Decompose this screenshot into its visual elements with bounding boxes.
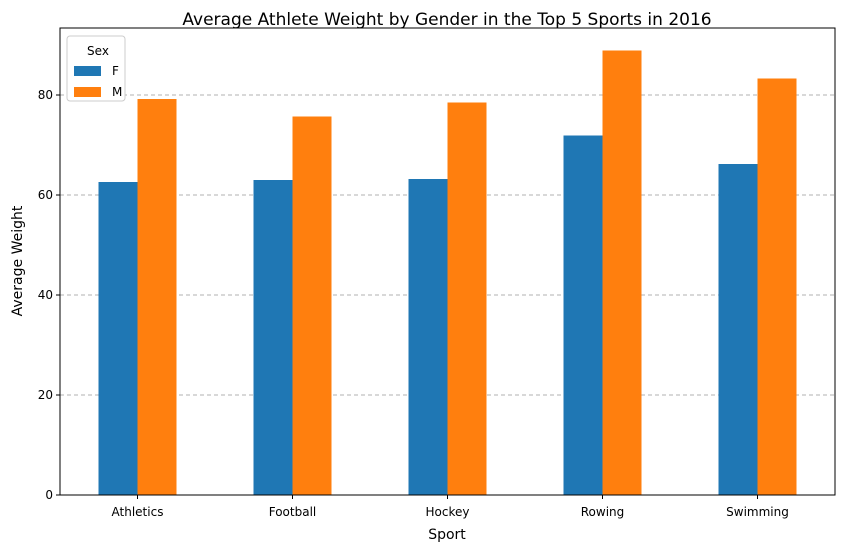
x-tick-label: Hockey — [426, 505, 470, 519]
legend-title: Sex — [87, 44, 109, 58]
y-tick-label: 0 — [45, 488, 53, 502]
x-tick-label: Football — [269, 505, 317, 519]
bar-F-swimming — [718, 164, 758, 495]
legend-label-M: M — [112, 85, 122, 99]
bars — [98, 50, 797, 495]
legend-label-F: F — [112, 64, 119, 78]
x-axis: Athletics Football Hockey Rowing Swimming — [112, 495, 789, 519]
bar-F-football — [253, 180, 293, 495]
y-tick-label: 60 — [38, 188, 53, 202]
bar-M-swimming — [757, 78, 797, 495]
bar-F-hockey — [408, 179, 448, 495]
bar-F-rowing — [563, 135, 603, 495]
bar-M-football — [292, 116, 332, 495]
x-axis-label: Sport — [428, 527, 466, 543]
x-tick-label: Rowing — [581, 505, 625, 519]
bar-M-hockey — [447, 102, 487, 495]
x-tick-label: Swimming — [726, 505, 789, 519]
chart-title: Average Athlete Weight by Gender in the … — [182, 10, 711, 30]
legend-swatch-F — [74, 66, 101, 76]
bar-F-athletics — [98, 182, 138, 495]
bar-M-rowing — [602, 50, 642, 495]
bar-M-athletics — [137, 99, 177, 495]
legend-swatch-M — [74, 87, 101, 97]
x-tick-label: Athletics — [112, 505, 164, 519]
legend: Sex FM — [66, 35, 126, 102]
y-axis-label: Average Weight — [10, 205, 26, 316]
y-tick-label: 40 — [38, 288, 53, 302]
y-tick-label: 20 — [38, 388, 53, 402]
y-tick-label: 80 — [38, 88, 53, 102]
y-axis: 0 20 40 60 80 — [38, 88, 60, 502]
